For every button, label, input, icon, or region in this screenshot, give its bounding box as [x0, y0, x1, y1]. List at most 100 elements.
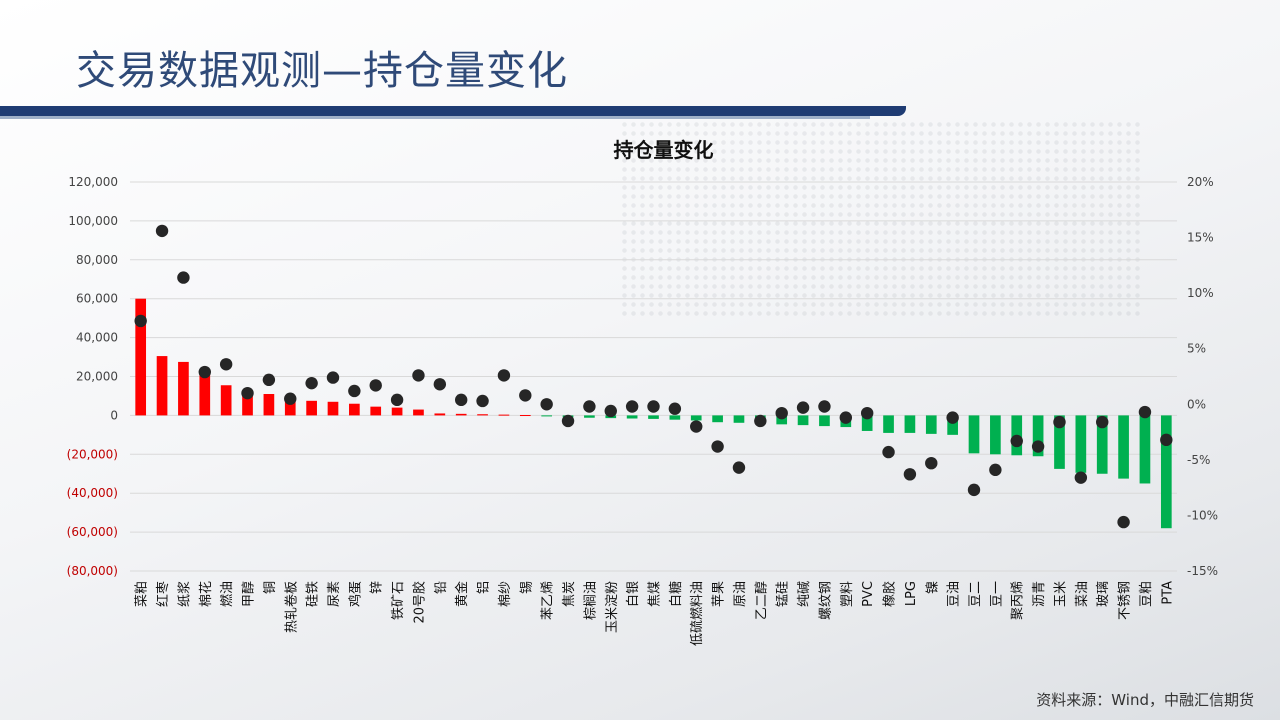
bar-7 [284, 396, 296, 416]
category-label: 玻璃 [1096, 581, 1111, 607]
y-right-tick-label: 0% [1187, 397, 1206, 411]
y-left-tick-label: (40,000) [67, 486, 118, 500]
point-26 [690, 420, 703, 433]
point-27 [711, 440, 724, 453]
y-left-tick-label: 0 [110, 408, 118, 422]
category-label: 菜油 [1075, 581, 1090, 607]
point-32 [818, 400, 831, 413]
title-underline-light [0, 116, 870, 119]
point-21 [583, 400, 596, 413]
bar-35 [883, 415, 894, 433]
category-label: LPG [904, 581, 919, 606]
point-43 [1053, 415, 1066, 429]
category-label: 白糖 [668, 581, 684, 607]
point-18 [519, 389, 532, 402]
category-label: 白银 [625, 581, 641, 607]
bar-28 [733, 415, 745, 423]
bar-45 [1096, 415, 1108, 474]
point-17 [497, 369, 511, 382]
category-label: 纸浆 [177, 581, 192, 607]
bar-23 [626, 415, 638, 419]
category-label: 鸡蛋 [347, 581, 363, 607]
point-34 [860, 406, 874, 420]
bar-30 [776, 415, 788, 425]
bar-46 [1118, 415, 1129, 479]
bar-39 [968, 415, 980, 454]
category-label: 焦煤 [648, 581, 663, 607]
y-right-tick-label: 10% [1187, 286, 1214, 300]
bar-4 [220, 385, 232, 416]
bar-34 [861, 415, 873, 431]
world-map-decoration [620, 120, 1140, 320]
bar-47 [1139, 415, 1151, 484]
bar-16 [477, 414, 488, 416]
point-42 [1031, 440, 1045, 453]
category-label: 棉花 [198, 581, 214, 607]
bar-13 [413, 409, 424, 416]
y-right-tick-label: -15% [1187, 564, 1218, 578]
category-label: 苹果 [712, 581, 727, 607]
source-note: 资料来源：Wind，中融汇信期货 [1036, 691, 1254, 709]
bar-21 [584, 415, 595, 418]
point-19 [540, 398, 553, 411]
point-12 [390, 393, 404, 407]
point-40 [989, 463, 1002, 477]
bar-40 [990, 415, 1001, 455]
bar-44 [1075, 415, 1087, 473]
bar-12 [391, 407, 403, 416]
y-left-tick-label: (80,000) [67, 564, 118, 578]
category-label: 棕榈油 [583, 581, 598, 620]
category-label: 锰硅 [776, 581, 791, 607]
point-41 [1010, 434, 1023, 448]
category-label: 热轧卷板 [283, 581, 299, 633]
point-22 [604, 404, 617, 418]
y-left-tick-label: 60,000 [76, 292, 118, 306]
bar-48 [1160, 415, 1172, 529]
category-label: 乙二醇 [753, 581, 769, 620]
point-0 [134, 314, 147, 328]
category-label: 聚丙烯 [1011, 581, 1026, 620]
point-9 [326, 371, 340, 384]
y-left-tick-label: 20,000 [76, 370, 118, 384]
bar-14 [434, 413, 446, 416]
page-title: 交易数据观测—持仓量变化 [76, 48, 568, 94]
point-1 [155, 224, 169, 238]
point-25 [668, 402, 682, 415]
category-label: 铁矿石 [391, 581, 406, 620]
y-left-tick-label: 40,000 [76, 331, 118, 345]
y-left-tick-label: (60,000) [67, 525, 118, 539]
point-11 [369, 379, 382, 392]
bar-37 [925, 415, 937, 434]
bar-3 [199, 371, 211, 416]
point-4 [219, 358, 233, 371]
category-label: 硅铁 [306, 581, 321, 607]
point-16 [476, 394, 489, 408]
category-label: 苯乙烯 [541, 581, 556, 620]
point-8 [305, 376, 318, 390]
point-39 [967, 483, 981, 497]
point-47 [1138, 405, 1152, 419]
point-46 [1117, 515, 1130, 529]
bar-9 [327, 401, 339, 416]
point-10 [348, 384, 361, 398]
category-label: 玉米淀粉 [605, 581, 620, 633]
y-right-tick-label: -5% [1187, 453, 1210, 467]
category-label: 甲醇 [241, 581, 257, 607]
bar-11 [370, 406, 382, 416]
point-31 [796, 401, 810, 414]
y-left-tick-label: 120,000 [68, 175, 118, 189]
point-44 [1074, 471, 1088, 484]
point-13 [412, 369, 425, 382]
bar-15 [455, 413, 467, 416]
category-label: 铅 [434, 581, 449, 594]
category-label: 豆一 [989, 581, 1004, 607]
category-label: 燃油 [219, 581, 235, 607]
bar-42 [1032, 415, 1044, 457]
bar-31 [797, 415, 809, 426]
bar-0 [135, 298, 147, 416]
category-label: 螺纹钢 [818, 581, 833, 620]
category-label: 低硫燃料油 [689, 581, 705, 646]
category-label: 塑料 [840, 581, 855, 607]
category-label: 豆油 [947, 581, 962, 607]
